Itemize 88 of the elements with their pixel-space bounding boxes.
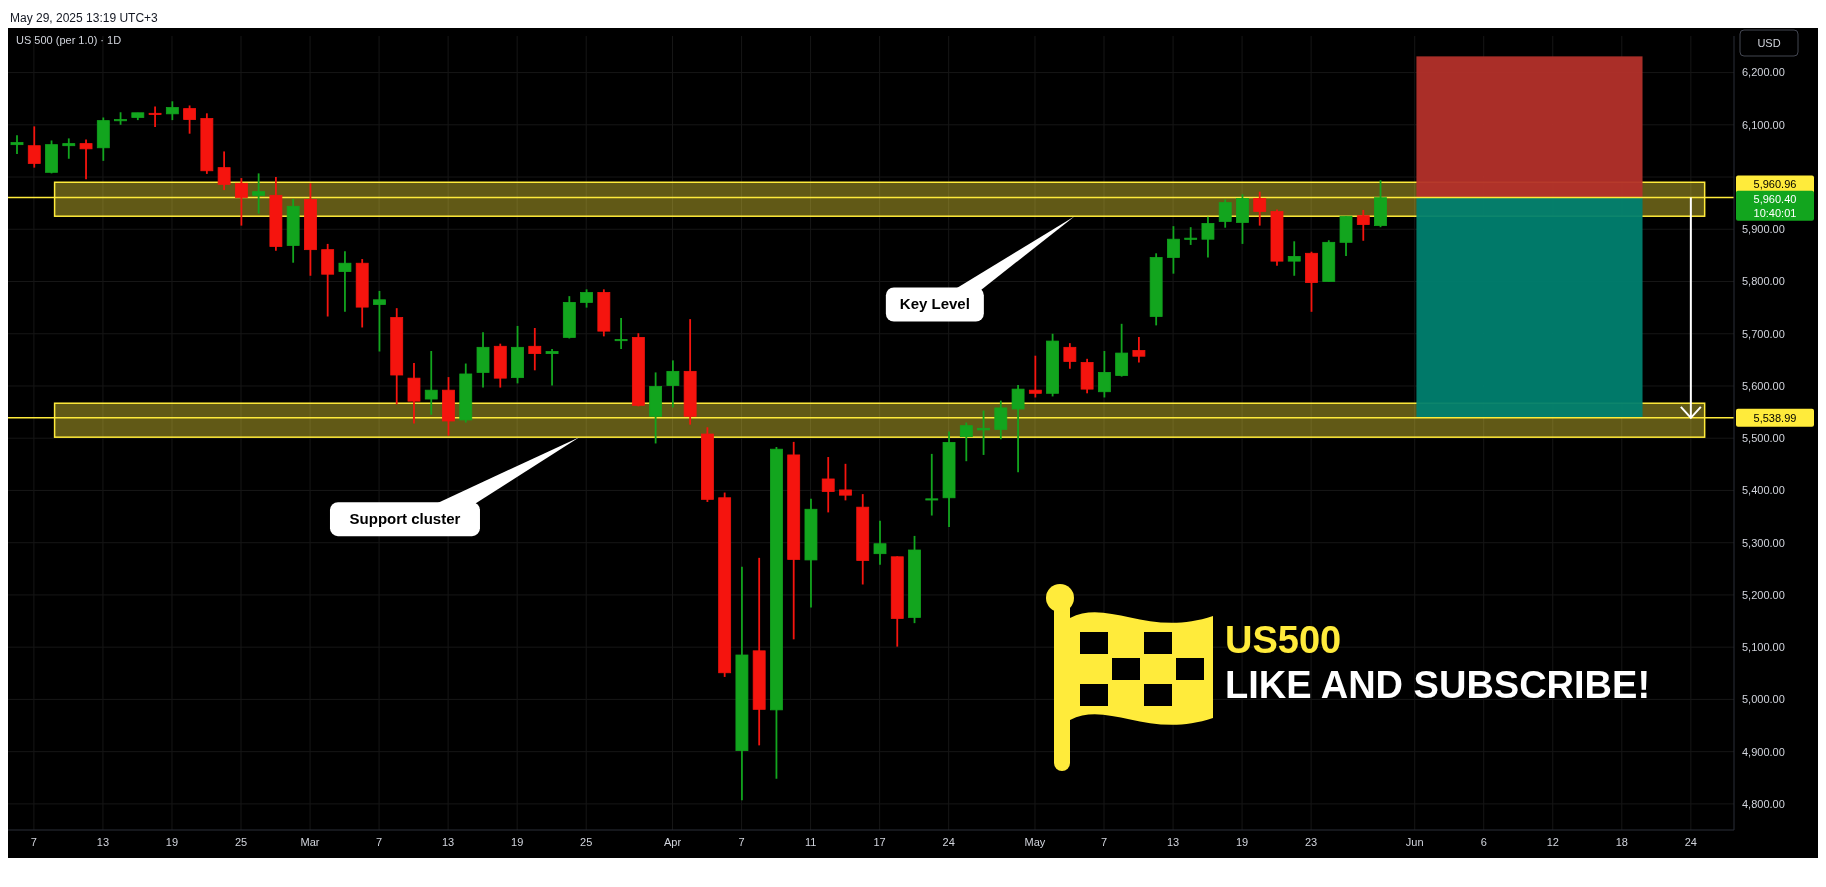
candlestick — [27, 125, 41, 169]
y-tick-label: 5,500.00 — [1742, 432, 1785, 445]
candlestick — [1184, 226, 1198, 246]
candlestick — [217, 150, 231, 191]
y-tick-label: 5,000.00 — [1742, 693, 1785, 706]
candlestick — [10, 134, 24, 155]
candlestick — [148, 105, 162, 128]
x-tick-label: 24 — [1684, 835, 1697, 848]
x-tick-label: 13 — [1166, 835, 1180, 848]
candlestick — [994, 399, 1008, 441]
x-tick-label: 19 — [511, 835, 524, 848]
text: 5,960.40 — [1753, 192, 1797, 205]
candlestick — [373, 290, 386, 353]
y-tick-label: 5,800.00 — [1742, 275, 1785, 288]
candlestick — [545, 348, 559, 387]
text: 10:40:01 — [1753, 206, 1797, 219]
x-tick-label: 6 — [1480, 835, 1487, 848]
candlestick — [165, 100, 179, 121]
candlestick — [580, 288, 593, 309]
candlestick — [528, 327, 542, 372]
y-tick-label: 5,900.00 — [1742, 223, 1785, 236]
candlestick — [1132, 335, 1146, 364]
chart-title: US 500 (per 1.0) · 1D — [16, 34, 122, 46]
x-tick-label: 11 — [804, 835, 817, 848]
x-tick-label: 23 — [1305, 835, 1318, 848]
annotation: US500 — [1225, 619, 1342, 661]
candlestick — [79, 138, 93, 181]
x-tick-label: 24 — [942, 835, 955, 848]
x-tick-label: 25 — [234, 835, 248, 848]
candlestick — [666, 359, 680, 409]
y-tick-label: 4,900.00 — [1742, 745, 1785, 758]
x-tick-label: Mar — [300, 835, 320, 848]
candlestick — [1287, 240, 1301, 277]
x-tick-label: 12 — [1546, 835, 1559, 848]
candlestick — [1097, 350, 1111, 399]
candlestick — [839, 462, 852, 502]
annotation: LIKE AND SUBSCRIBE! — [1225, 664, 1651, 706]
chart-subtitle: May 29, 2025 13:19 UTC+3 — [9, 10, 159, 27]
candlestick — [424, 350, 438, 416]
candlestick — [183, 104, 196, 135]
candlestick — [1218, 198, 1232, 229]
candlestick — [821, 456, 835, 514]
candlestick — [1063, 342, 1077, 370]
candlestick — [614, 317, 628, 350]
x-tick-label: 17 — [873, 835, 886, 848]
y-tick-label: 5,100.00 — [1742, 641, 1785, 654]
candlestick — [407, 362, 421, 425]
x-tick-label: 7 — [30, 835, 37, 848]
y-tick-label: 5,700.00 — [1742, 327, 1785, 340]
ref-line-label: 5,960.96 — [1753, 178, 1797, 191]
x-tick-label: 19 — [165, 835, 179, 848]
annotation: Support cluster — [349, 510, 461, 528]
y-tick-label: 5,600.00 — [1742, 379, 1785, 392]
annotation: Key Level — [899, 295, 970, 313]
y-tick-label: 5,400.00 — [1742, 484, 1785, 497]
x-tick-label: 13 — [96, 835, 110, 848]
candlestick — [1011, 384, 1025, 474]
x-tick-label: 7 — [376, 835, 383, 848]
y-axis-title: USD — [1757, 37, 1781, 49]
candlestick — [234, 177, 248, 227]
x-tick-label: 7 — [738, 835, 745, 848]
candlestick — [1167, 225, 1180, 275]
candlestick — [252, 172, 266, 215]
y-tick-label: 6,100.00 — [1742, 118, 1785, 131]
y-tick-label: 5,300.00 — [1742, 536, 1785, 549]
candlestick — [1115, 322, 1129, 378]
candlestick — [62, 137, 76, 160]
candlestick — [977, 409, 990, 456]
candlestick — [925, 452, 939, 517]
x-tick-label: May — [1024, 835, 1046, 848]
candlestick — [1356, 209, 1370, 242]
x-tick-label: Apr — [663, 835, 682, 848]
y-tick-label: 6,200.00 — [1742, 66, 1785, 79]
x-tick-label: 25 — [580, 835, 593, 848]
candlestick — [1253, 190, 1267, 227]
x-tick-label: 18 — [1615, 835, 1628, 848]
x-tick-label: 19 — [1235, 835, 1249, 848]
x-tick-label: Jun — [1405, 835, 1424, 848]
x-tick-label: 13 — [442, 835, 455, 848]
ref-line-label: 5,538.99 — [1753, 411, 1797, 424]
candlestick — [873, 519, 887, 566]
candlestick — [1201, 215, 1215, 259]
y-tick-label: 4,800.00 — [1742, 797, 1785, 810]
candlestick — [1028, 354, 1042, 399]
candlestick — [959, 421, 973, 463]
x-tick-label: 7 — [1100, 835, 1108, 848]
y-tick-label: 5,200.00 — [1742, 588, 1785, 601]
candlestick — [338, 250, 352, 313]
